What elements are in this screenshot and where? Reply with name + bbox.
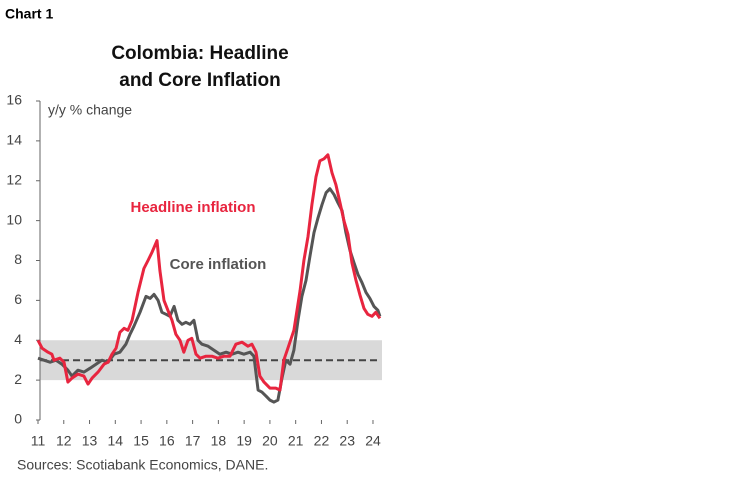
y-tick-label: 14 [6,132,22,148]
x-tick-label: 11 [31,433,46,449]
y-tick-label: 6 [14,291,22,307]
source: Sources: Scotiabank Economics, DANE. [17,457,268,473]
x-tick-label: 18 [211,433,227,449]
data-line [36,153,382,392]
x-tick-label: 24 [365,433,381,449]
y-tick-label: 10 [6,211,22,227]
x-tick-label: 14 [108,433,124,449]
y-axis-label: y/y % change [48,102,132,118]
chart-label: Chart 1 [5,6,53,22]
x-tick-label: 22 [314,433,330,449]
chart-title: and Core Inflation [119,70,281,91]
y-tick-label: 8 [14,251,22,267]
series-label: Headline inflation [130,199,255,216]
y-tick-label: 16 [6,92,22,108]
x-tick-label: 21 [288,433,304,449]
x-tick-label: 13 [82,433,98,449]
x-tick-label: 23 [339,433,355,449]
y-tick-label: 4 [14,331,22,347]
x-tick-label: 15 [133,433,149,449]
y-tick-label: 0 [14,411,22,427]
x-tick-label: 20 [262,433,278,449]
x-tick-label: 16 [159,433,175,449]
chart-title: Colombia: Headline [111,43,288,64]
x-tick-label: 19 [236,433,252,449]
y-tick-label: 12 [6,171,22,187]
y-tick-label: 2 [14,371,22,387]
series-label: Core inflation [170,256,267,273]
x-tick-label: 17 [185,433,201,449]
x-tick-label: 12 [56,433,72,449]
